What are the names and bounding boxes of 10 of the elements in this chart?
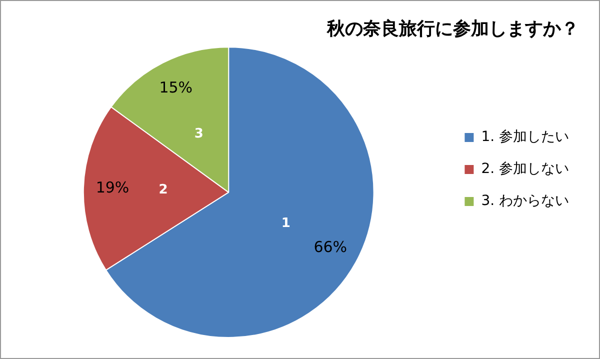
text: 3 <box>194 126 204 142</box>
legend-label: 3. わからない <box>481 193 570 210</box>
text: 2 <box>158 182 168 198</box>
data-label: 19% <box>96 178 130 197</box>
legend-label: 1. 参加したい <box>481 129 570 146</box>
data-label: 15% <box>159 78 193 97</box>
chart-title: 秋の奈良旅行に参加しますか？ <box>326 18 579 40</box>
data-label: 66% <box>314 238 348 256</box>
legend-label: 2. 参加しない <box>481 161 570 178</box>
text: 1 <box>281 216 290 232</box>
